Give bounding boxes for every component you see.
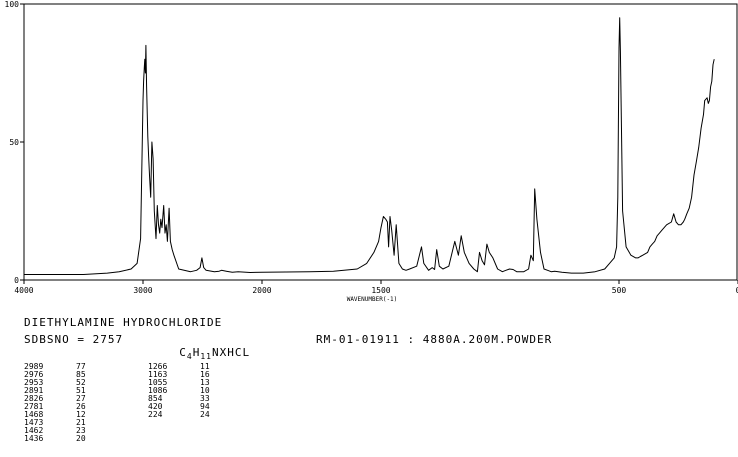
peak-intensity: 51 bbox=[76, 386, 86, 395]
peak-intensity: 11 bbox=[200, 362, 210, 371]
peak-row: 1163 16 bbox=[148, 371, 210, 379]
x-tick-label: 4000 bbox=[14, 286, 33, 295]
peak-table-col-1: 2989 77 2976 85 2953 52 2891 51 2826 27 2781 26 1468… bbox=[24, 363, 86, 443]
peak-wavenumber: 2976 bbox=[24, 370, 44, 379]
peak-row: 1436 20 bbox=[24, 435, 86, 443]
x-tick-label: 2000 bbox=[252, 286, 271, 295]
peak-row: 2826 27 bbox=[24, 395, 86, 403]
peak-row: 2953 52 bbox=[24, 379, 86, 387]
peak-intensity: 26 bbox=[76, 402, 86, 411]
peak-row: 2781 26 bbox=[24, 403, 86, 411]
peak-intensity: 94 bbox=[200, 402, 210, 411]
chart-series bbox=[24, 17, 715, 275]
peak-row: 1468 12 bbox=[24, 411, 86, 419]
peak-row: 1266 11 bbox=[148, 363, 210, 371]
formula-carbon: C bbox=[179, 346, 187, 359]
peak-row: 1473 21 bbox=[24, 419, 86, 427]
formula-hydrogen: H bbox=[192, 346, 201, 359]
formula-hydrogen-count: 11 bbox=[200, 352, 212, 362]
peak-row: 1086 10 bbox=[148, 387, 210, 395]
peak-wavenumber: 1266 bbox=[148, 362, 168, 371]
peak-wavenumber: 1086 bbox=[148, 386, 168, 395]
plot-frame bbox=[23, 3, 738, 281]
x-tick-label: 3000 bbox=[133, 286, 152, 295]
peak-intensity: 52 bbox=[76, 378, 86, 387]
compound-name: DIETHYLAMINE HYDROCHLORIDE bbox=[24, 316, 223, 329]
ir-spectrum-chart: 4000 3000 2000 1500 500 0 0 50 100 WAVENUMBER(-1… bbox=[5, 0, 738, 303]
y-tick-label: 50 bbox=[9, 138, 19, 147]
y-tick-label: 0 bbox=[14, 276, 19, 285]
peak-table-col-2: 1266 11 1163 16 1055 13 1086 10 854 33 420 94 224 24 bbox=[148, 363, 210, 419]
peak-wavenumber: 1468 bbox=[24, 410, 44, 419]
peak-intensity: 23 bbox=[76, 426, 86, 435]
chart-axes bbox=[23, 3, 738, 281]
formula-rest: NXHCL bbox=[211, 346, 251, 359]
peak-intensity: 16 bbox=[200, 370, 210, 379]
peak-wavenumber: 2989 bbox=[24, 362, 44, 371]
peak-intensity: 20 bbox=[76, 434, 86, 443]
peak-intensity: 85 bbox=[76, 370, 86, 379]
peak-wavenumber: 854 bbox=[148, 394, 163, 403]
formula-carbon-count: 4 bbox=[186, 352, 193, 362]
peak-intensity: 27 bbox=[76, 394, 86, 403]
peak-wavenumber: 2781 bbox=[24, 402, 44, 411]
peak-intensity: 10 bbox=[200, 386, 210, 395]
peak-wavenumber: 1436 bbox=[24, 434, 44, 443]
peak-intensity: 33 bbox=[200, 394, 210, 403]
peak-row: 2989 77 bbox=[24, 363, 86, 371]
sample-info: RM-01-01911 : 4880A.200M.POWDER bbox=[316, 333, 553, 346]
spectrum-line bbox=[24, 17, 715, 275]
x-tick-label: 1500 bbox=[371, 286, 390, 295]
peak-intensity: 77 bbox=[76, 362, 86, 371]
peak-wavenumber: 224 bbox=[148, 410, 163, 419]
peak-row: 420 94 bbox=[148, 403, 210, 411]
peak-wavenumber: 1163 bbox=[148, 370, 168, 379]
peak-intensity: 12 bbox=[76, 410, 86, 419]
peak-row: 2976 85 bbox=[24, 371, 86, 379]
peak-row: 224 24 bbox=[148, 411, 210, 419]
peak-row: 2891 51 bbox=[24, 387, 86, 395]
peak-wavenumber: 420 bbox=[148, 402, 163, 411]
molecular-formula: C4H11NXHCL bbox=[164, 333, 250, 361]
peak-row: 854 33 bbox=[148, 395, 210, 403]
x-axis-label: WAVENUMBER(-1) bbox=[347, 296, 398, 303]
peak-wavenumber: 2953 bbox=[24, 378, 44, 387]
peak-wavenumber: 1462 bbox=[24, 426, 44, 435]
chart-ticks: 4000 3000 2000 1500 500 0 0 50 100 bbox=[5, 0, 738, 295]
x-tick-label: 500 bbox=[612, 286, 627, 295]
peak-wavenumber: 2891 bbox=[24, 386, 44, 395]
peak-intensity: 13 bbox=[200, 378, 210, 387]
peak-row: 1462 23 bbox=[24, 427, 86, 435]
peak-wavenumber: 1055 bbox=[148, 378, 168, 387]
x-tick-label: 0 bbox=[736, 286, 738, 295]
peak-intensity: 21 bbox=[76, 418, 86, 427]
peak-wavenumber: 1473 bbox=[24, 418, 44, 427]
sdbs-number: SDBSNO = 2757 bbox=[24, 333, 124, 346]
y-tick-label: 100 bbox=[5, 0, 20, 9]
peak-wavenumber: 2826 bbox=[24, 394, 44, 403]
peak-intensity: 24 bbox=[200, 410, 210, 419]
peak-row: 1055 13 bbox=[148, 379, 210, 387]
